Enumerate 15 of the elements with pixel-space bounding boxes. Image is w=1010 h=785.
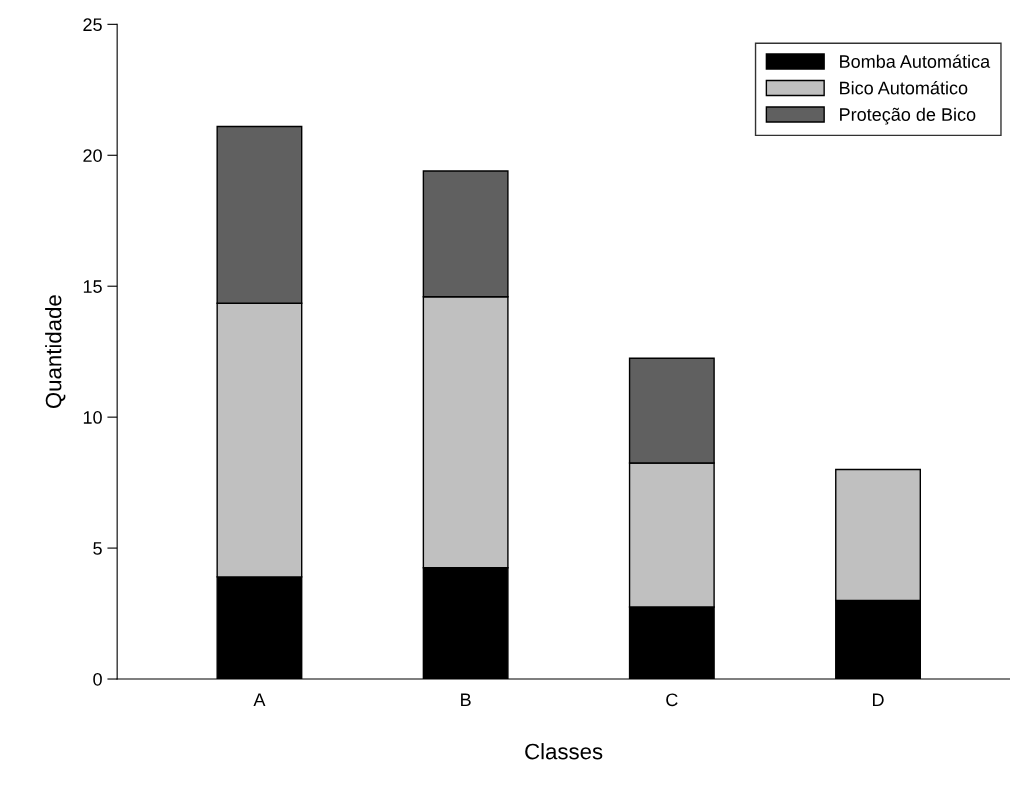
x-axis-title: Classes [525, 743, 603, 760]
y-axis-title: Quantidade [45, 295, 66, 409]
y-tick-label: 20 [83, 149, 102, 162]
x-tick-label: A [253, 693, 266, 706]
y-tick-label: 15 [83, 280, 102, 293]
y-tick-label: 25 [83, 18, 102, 32]
y-tick-label: 0 [93, 672, 102, 686]
legend-label: Proteção de Bico [840, 107, 976, 125]
x-tick-label: C [666, 693, 678, 707]
y-tick-label: 10 [83, 411, 102, 424]
legend-label: Bico Automático [840, 80, 968, 95]
x-tick-label: B [461, 693, 471, 706]
x-tick-label: D [872, 693, 884, 706]
legend-label: Bomba Automática [840, 54, 991, 68]
y-tick-label: 5 [93, 542, 102, 555]
